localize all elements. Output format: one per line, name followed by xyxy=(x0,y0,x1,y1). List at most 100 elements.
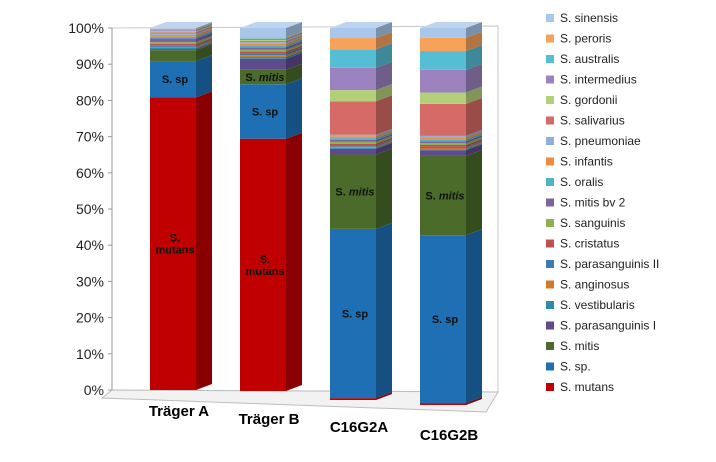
bar-segment xyxy=(420,137,482,145)
legend-swatch xyxy=(546,342,554,350)
bar-segment-front xyxy=(420,148,466,150)
bar-top-face xyxy=(330,22,392,28)
bar-segment-side xyxy=(376,95,392,135)
bar-segment-side xyxy=(286,22,302,38)
legend-label: S. sinensis xyxy=(560,11,618,25)
legend-label: S. sp. xyxy=(560,360,591,374)
bar-stacks xyxy=(150,22,482,405)
bar-segment-front xyxy=(420,235,466,404)
bar-segment xyxy=(330,132,392,140)
bar-segment-side xyxy=(466,22,482,38)
bar-segment-side xyxy=(286,45,302,54)
bar-segment-side xyxy=(196,36,212,44)
bar-segment xyxy=(420,22,482,38)
bar-segment xyxy=(420,129,482,138)
bar-segment-side xyxy=(466,143,482,151)
bar-segment-front xyxy=(150,32,196,34)
bar-segment-side xyxy=(376,148,392,229)
legend-label: S. sanguinis xyxy=(560,216,625,230)
bar-segment-side xyxy=(286,43,302,52)
bar-segment-side xyxy=(286,41,302,50)
bar-segment-side xyxy=(196,32,212,43)
bar-segment xyxy=(420,142,482,150)
bar-segment-side xyxy=(466,86,482,104)
bar-segment-side xyxy=(196,23,212,31)
bar-segment-front xyxy=(150,29,196,31)
bar-segment-side xyxy=(466,397,482,405)
bar-segment-front xyxy=(150,50,196,62)
bar-segment-front xyxy=(240,28,286,38)
bar-segment-side xyxy=(286,132,302,391)
x-category-label: Träger B xyxy=(239,411,300,428)
legend-label: S. australis xyxy=(560,52,619,66)
bar-segment-front xyxy=(420,69,466,93)
bar-segment-front xyxy=(150,34,196,37)
legend-label: S. infantis xyxy=(560,155,613,169)
bar-data-label: S. mitis xyxy=(245,72,284,84)
bar-segment xyxy=(240,32,302,40)
bar-segment-front xyxy=(420,146,466,149)
legend-item: S. anginosus xyxy=(546,278,629,292)
bar-segment xyxy=(330,133,392,142)
bar-segment-front xyxy=(150,33,196,35)
bar-segment-front xyxy=(150,36,196,39)
legend-label: S. vestibularis xyxy=(560,298,635,312)
bar-segment-side xyxy=(376,132,392,140)
x-axis: Träger A Träger B C16G2A C16G2B xyxy=(149,403,479,444)
bar-segment-side xyxy=(466,97,482,136)
legend-item: S. infantis xyxy=(546,155,613,169)
bar-segment-side xyxy=(376,135,392,144)
bar-segment-side xyxy=(466,138,482,147)
bar-segment-front xyxy=(240,84,286,139)
bar-segment xyxy=(330,22,392,39)
bar-segment-front xyxy=(330,141,376,144)
bar-segment xyxy=(150,23,212,31)
bar-segment-front xyxy=(150,46,196,48)
bar-segment xyxy=(240,132,302,391)
bar-segment xyxy=(240,32,302,39)
bar-segment-side xyxy=(376,140,392,148)
bar-segment xyxy=(420,149,482,236)
bar-segment-side xyxy=(286,32,302,39)
legend-swatch xyxy=(546,75,554,84)
bar-segment xyxy=(240,31,302,39)
legend-item: S. sanguinis xyxy=(546,216,625,230)
bar-segment-side xyxy=(466,63,482,93)
bar-segment-front xyxy=(330,138,376,140)
bar-segment-side xyxy=(376,133,392,142)
bar-top-face xyxy=(240,22,302,28)
bar-segment-side xyxy=(376,392,392,400)
bar-segment-front xyxy=(420,139,466,142)
bar-segment-front xyxy=(150,97,196,390)
y-axis: 0% 10% 20% 30% 40% 50% 60% 70% 80% 90% 100% xyxy=(68,20,113,398)
bar-segment xyxy=(150,24,212,32)
y-tick-label: 70% xyxy=(76,129,104,145)
bar-segment-side xyxy=(196,24,212,32)
bar-data-label: S. mutans xyxy=(245,254,284,278)
bar-segment-front xyxy=(240,41,286,43)
bar-segment xyxy=(330,61,392,91)
x-category-label: C16G2B xyxy=(420,427,479,444)
bar-segment-side xyxy=(196,27,212,35)
y-tick-label: 100% xyxy=(68,20,104,36)
bar-segment-side xyxy=(466,142,482,150)
bar-segment-side xyxy=(466,135,482,144)
bar-segment xyxy=(420,135,482,144)
bar-segment xyxy=(240,49,302,58)
bar-segment-front xyxy=(150,38,196,43)
bar-segment-side xyxy=(286,35,302,43)
bar-segment xyxy=(330,95,392,135)
bar-segment xyxy=(240,37,302,46)
bar-segment-side xyxy=(196,22,212,30)
bar-segment xyxy=(150,36,212,44)
bar-segment xyxy=(150,41,212,50)
bar-segment-side xyxy=(376,61,392,91)
bar-segment xyxy=(420,133,482,142)
bar-segment xyxy=(330,139,392,147)
bar-segment xyxy=(330,84,392,102)
legend-label: S. parasanguinis II xyxy=(560,257,659,271)
y-tick-label: 60% xyxy=(76,165,104,181)
legend-item: S. gordonii xyxy=(546,93,617,107)
bar-segment xyxy=(420,63,482,93)
bar-segment-front xyxy=(330,154,376,229)
